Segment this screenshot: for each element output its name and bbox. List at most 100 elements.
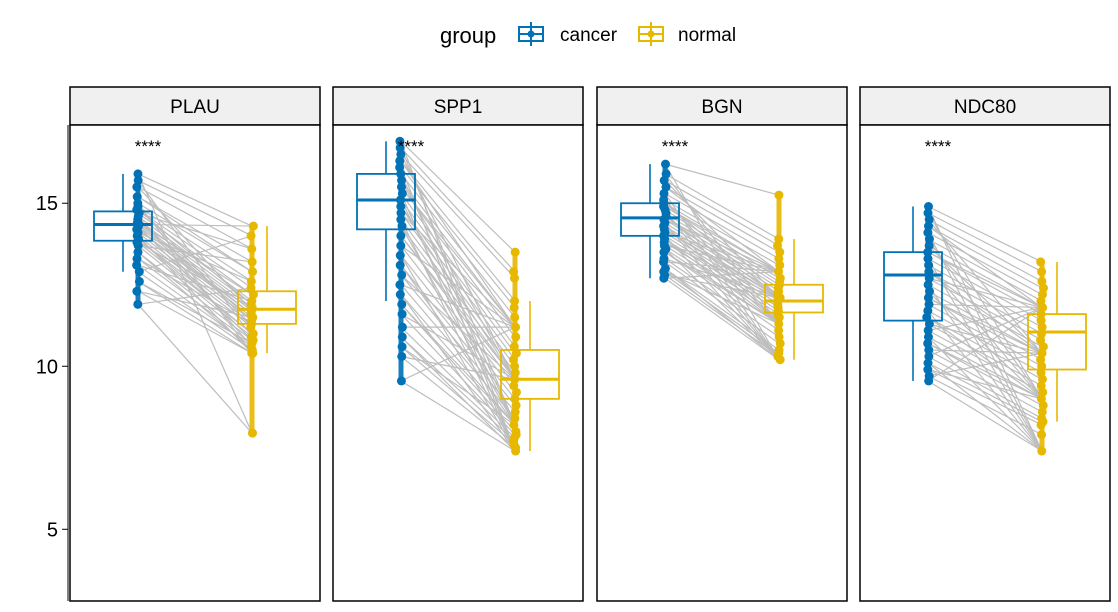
pair-line	[137, 303, 253, 434]
pair-line	[137, 280, 253, 354]
pair-line	[927, 349, 1043, 413]
pair-line	[137, 271, 253, 351]
box-body	[764, 283, 824, 314]
pair-line	[927, 297, 1043, 354]
pair-line	[927, 303, 1043, 309]
pair-line	[927, 362, 1043, 423]
pair-line	[927, 368, 1043, 426]
pair-line	[927, 225, 1043, 289]
significance-label: ****	[398, 137, 425, 156]
legend-label-cancer: cancer	[560, 25, 618, 46]
pair-line	[400, 173, 516, 318]
pair-line	[927, 380, 1043, 452]
pair-line	[400, 356, 516, 449]
y-tick-label: 5	[47, 519, 58, 541]
pair-line	[664, 241, 780, 315]
box-cancer	[356, 141, 416, 302]
pair-line	[400, 225, 516, 380]
panel-spp1: SPP1 ****	[332, 86, 584, 602]
pair-line	[137, 209, 253, 289]
pair-line	[137, 264, 253, 348]
y-tick-label: 10	[36, 356, 58, 378]
pair-line	[664, 238, 780, 312]
box-body	[620, 202, 680, 237]
pair-line	[927, 251, 1043, 315]
pair-line	[137, 179, 253, 237]
pair-line	[400, 173, 516, 426]
pair-line	[400, 294, 516, 452]
pair-line	[927, 323, 1043, 354]
pair-line	[400, 212, 516, 367]
legend-item-cancer: cancer	[518, 22, 618, 46]
pair-line	[927, 264, 1043, 328]
pair-line	[137, 186, 253, 250]
pair-lines	[400, 140, 516, 452]
pair-line	[400, 140, 516, 253]
pair-line	[400, 284, 516, 419]
panel-ndc80: NDC80****	[859, 86, 1111, 602]
pair-line	[664, 222, 780, 296]
pair-line	[927, 232, 1043, 296]
pair-line	[400, 193, 516, 348]
pair-line	[664, 267, 780, 351]
pair-line	[137, 173, 253, 434]
pair-line	[137, 212, 253, 296]
pair-line	[400, 180, 516, 380]
facet-strip	[859, 86, 1111, 126]
significance-label: ****	[135, 137, 162, 156]
pair-line	[927, 225, 1043, 309]
pair-line	[927, 368, 1043, 400]
pair-line	[137, 290, 253, 354]
pair-line	[400, 284, 516, 328]
pair-line	[137, 228, 253, 318]
pair-line	[927, 362, 1043, 452]
pair-line	[137, 222, 253, 309]
pair-line	[927, 303, 1043, 367]
pair-line	[927, 329, 1043, 393]
pair-line	[927, 219, 1043, 354]
pair-line	[927, 258, 1043, 322]
pair-line	[664, 261, 780, 344]
pair-line	[927, 342, 1043, 400]
pair-line	[400, 154, 516, 380]
pair-lines	[664, 163, 780, 361]
pair-line	[927, 349, 1043, 354]
pair-line	[137, 232, 253, 322]
panel-frame	[332, 124, 584, 602]
pair-line	[927, 245, 1043, 354]
facet-strip-label: PLAU	[170, 97, 220, 118]
box-body	[1027, 313, 1087, 371]
pair-line	[137, 251, 253, 341]
pair-line	[400, 199, 516, 426]
pair-line	[137, 219, 253, 305]
legend: group cancer normal	[440, 22, 736, 48]
pair-line	[927, 336, 1043, 400]
facet-strip	[596, 86, 848, 126]
pair-line	[400, 160, 516, 328]
facet-strip-label: SPP1	[434, 97, 483, 118]
pair-line	[400, 326, 516, 439]
pair-line	[927, 284, 1043, 348]
box-body	[237, 290, 297, 325]
pair-line	[927, 306, 1043, 331]
pair-line	[664, 209, 780, 283]
pair-line	[927, 297, 1043, 361]
pair-line	[927, 205, 1043, 263]
points-cancer	[395, 136, 407, 386]
pair-line	[927, 355, 1043, 419]
points-normal	[1036, 257, 1048, 456]
pair-line	[137, 235, 253, 325]
pair-line	[664, 271, 780, 354]
points-normal	[773, 190, 785, 365]
box-body	[883, 251, 943, 322]
panel-frame	[859, 124, 1111, 602]
pair-line	[137, 238, 253, 328]
facet-panels: PLAU****SPP1****BGN****NDC80****	[69, 86, 1111, 602]
pair-line	[400, 245, 516, 328]
legend-label-normal: normal	[678, 25, 736, 46]
pair-line	[400, 235, 516, 387]
pair-line	[664, 219, 780, 292]
pair-line	[664, 225, 780, 299]
legend-key-cancer-point	[527, 30, 535, 38]
